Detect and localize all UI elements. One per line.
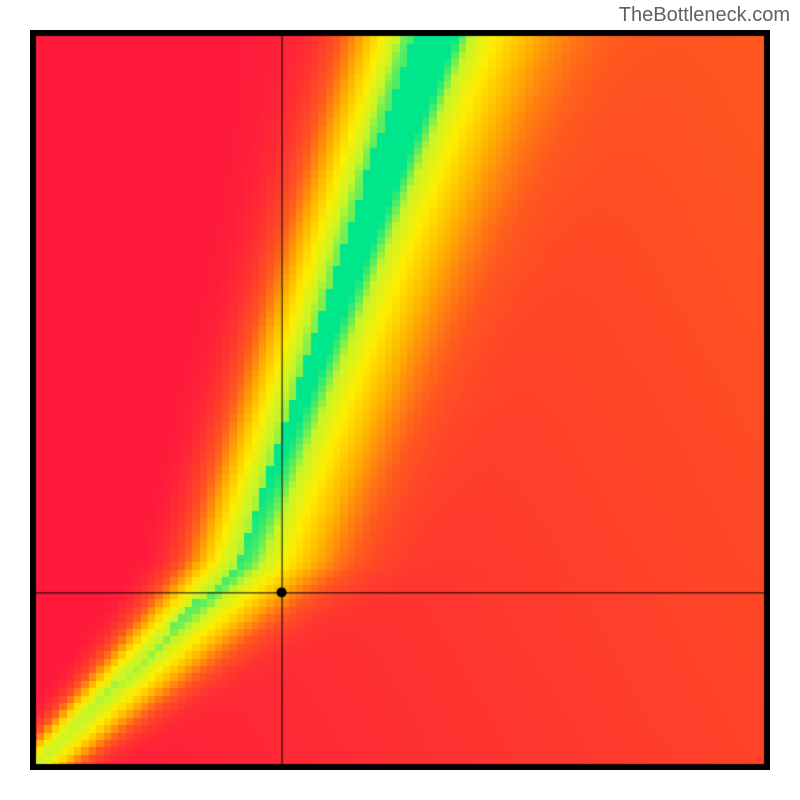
- watermark-text: TheBottleneck.com: [619, 4, 790, 27]
- bottleneck-heatmap: [30, 30, 770, 770]
- chart-container: TheBottleneck.com: [0, 0, 800, 800]
